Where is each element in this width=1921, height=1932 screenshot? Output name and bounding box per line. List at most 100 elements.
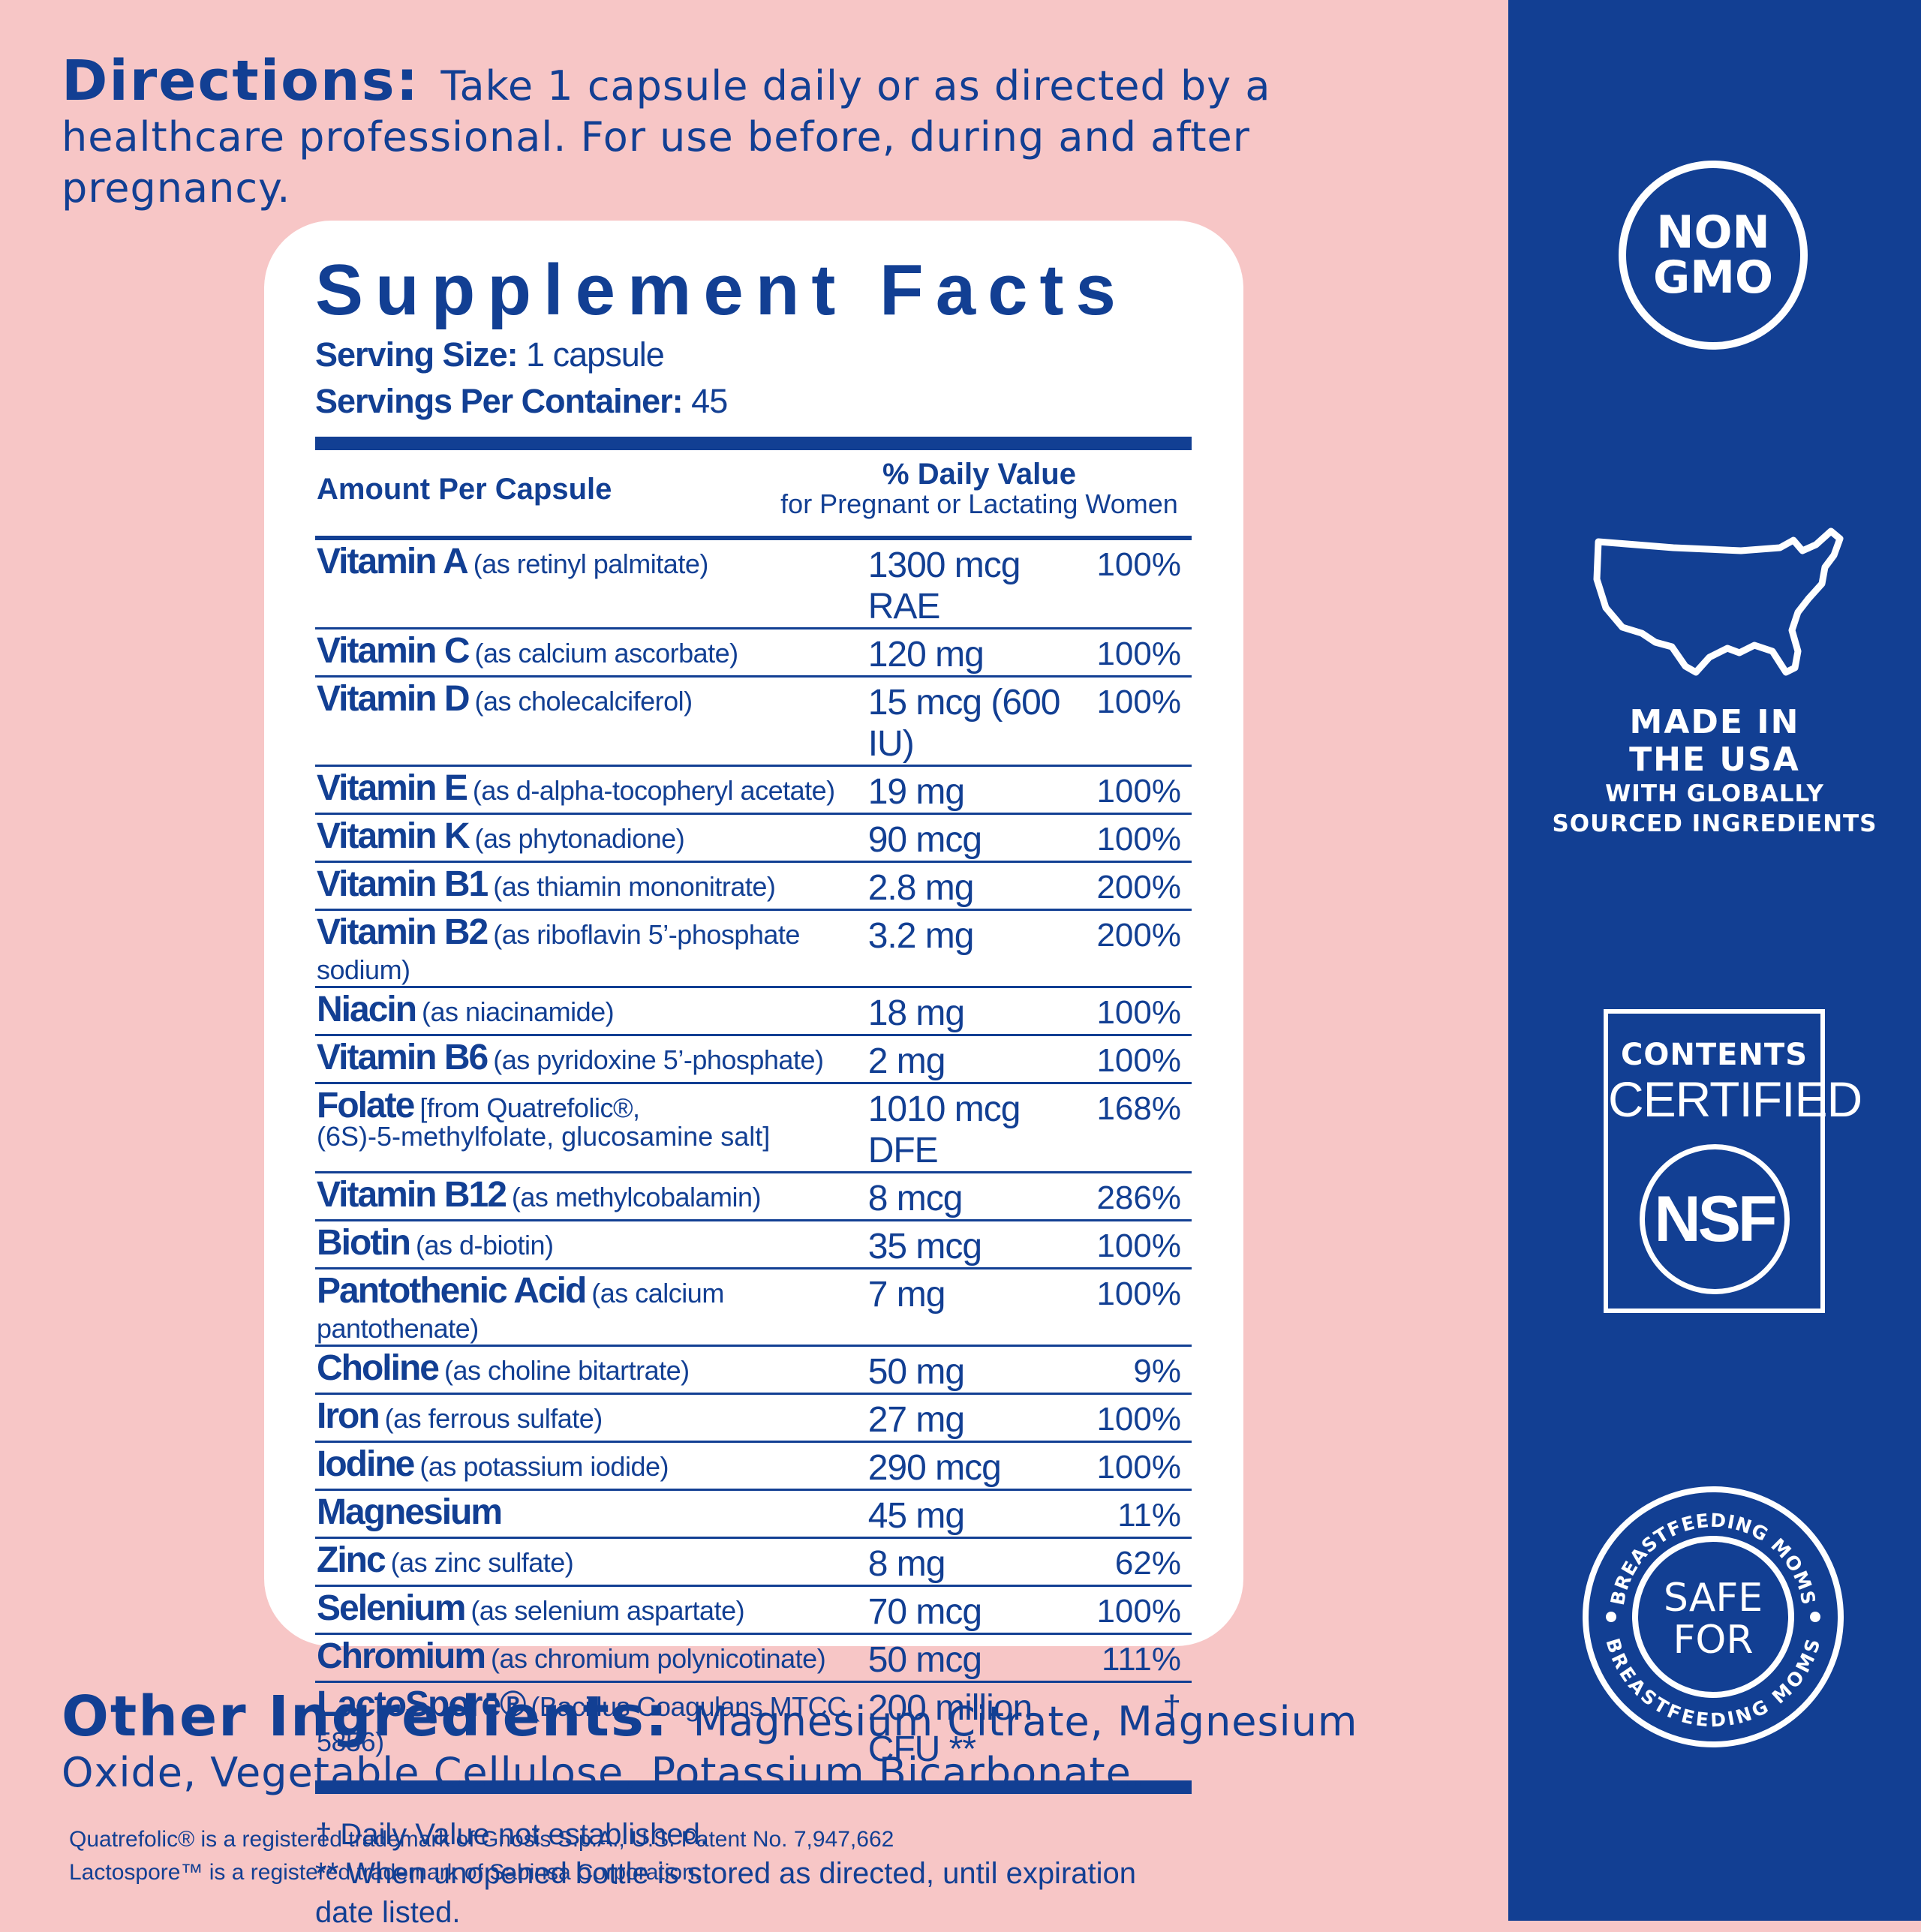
bf-center-line1: SAFE [1664, 1576, 1763, 1621]
other-ingredients-text: Magnesium Citrate, Magnesium Oxide, Vege… [62, 1698, 1358, 1796]
nutrient-daily-value: 168% [1093, 1083, 1192, 1173]
nutrient-source: (as zinc sulfate) [390, 1547, 574, 1578]
nutrient-row: Vitamin B6 (as pyridoxine 5’-phosphate) 2 … [315, 1035, 1192, 1084]
nutrient-source: (as calcium pantothenate) [317, 1278, 724, 1344]
nutrient-source: (as calcium ascorbate) [474, 638, 739, 669]
nutrient-source: (as methylcobalamin) [511, 1182, 762, 1212]
dv-header-title: % Daily Value [882, 458, 1076, 491]
nutrient-amount: 27 mg [867, 1393, 1093, 1443]
nutrient-daily-value: 100% [1093, 676, 1192, 767]
nutrient-daily-value: 11% [1093, 1489, 1192, 1539]
nutrient-name: Vitamin B2 [317, 912, 489, 952]
footnote-storage: ** When unopened bottle is stored as dir… [315, 1857, 1137, 1929]
dv-header-sub: for Pregnant or Lactating Women [780, 488, 1178, 519]
nutrient-row: LactoSpore® (Bacillus Coagulans MTCC 5856… [315, 1682, 1192, 1771]
nutrient-row: Magnesium 45 mg 11% [315, 1489, 1192, 1539]
servings-per-container: Servings Per Container: 45 [315, 378, 1156, 425]
nutrient-amount: 290 mcg [867, 1441, 1093, 1491]
nutrient-source: (as choline bitartrate) [444, 1355, 690, 1386]
nutrient-amount: 70 mcg [867, 1585, 1093, 1635]
nutrient-daily-value: 100% [1093, 765, 1192, 815]
nutrient-amount: 90 mcg [867, 813, 1093, 863]
nutrient-row: Vitamin E (as d-alpha-tocopheryl acetate)… [315, 765, 1192, 815]
servings-value: 45 [691, 382, 728, 420]
nutrient-source: (as d-biotin) [415, 1230, 554, 1260]
nutrient-name-cell: Magnesium [315, 1489, 868, 1539]
nutrient-daily-value: 100% [1093, 1268, 1192, 1347]
nutrient-row: Vitamin B2 (as riboflavin 5’-phosphate so… [315, 909, 1192, 988]
nutrient-amount: 1010 mcg DFE [867, 1083, 1093, 1173]
supplement-facts-card: Supplement Facts Serving Size: 1 capsule… [264, 221, 1243, 1929]
nutrient-row: Selenium (as selenium aspartate) 70 mcg 100… [315, 1585, 1192, 1635]
nutrient-row: Pantothenic Acid (as calcium pantothenate… [315, 1268, 1192, 1347]
nutrient-amount: 1300 mcg RAE [867, 540, 1093, 629]
daily-value-header: % Daily Value for Pregnant or Lactating … [769, 459, 1189, 519]
supplement-facts-panel: Supplement Facts Serving Size: 1 capsule… [315, 249, 1192, 1932]
nutrient-source: (as selenium aspartate) [470, 1595, 745, 1626]
nutrient-source-cont: (6S)-5-methylfolate, glucosamine salt] [317, 1121, 771, 1152]
nutrient-daily-value: 100% [1093, 1393, 1192, 1443]
made-in-line1: MADE IN [1629, 703, 1800, 741]
nutrient-row: Biotin (as d-biotin) 35 mcg 100% [315, 1220, 1192, 1269]
nutrient-amount: 8 mcg [867, 1172, 1093, 1221]
nutrient-daily-value: 200% [1093, 861, 1192, 911]
supplement-facts-title: Supplement Facts [315, 250, 1128, 330]
nsf-contents: CONTENTS [1620, 1038, 1808, 1072]
nutrient-amount: 2 mg [867, 1035, 1093, 1084]
nutrient-name: Magnesium [317, 1492, 503, 1532]
nsf-logo: NSF [1639, 1144, 1790, 1294]
bf-center-line2: FOR [1673, 1618, 1754, 1663]
nutrient-row: Niacin (as niacinamide) 18 mg 100% [315, 987, 1192, 1036]
nutrient-name-cell: LactoSpore® (Bacillus Coagulans MTCC 5856… [315, 1682, 868, 1771]
nutrient-name: Vitamin K [317, 816, 470, 856]
made-in-usa-badge: MADE IN THE USA WITH GLOBALLY SOURCED IN… [1538, 704, 1891, 839]
nutrient-name-cell: Selenium (as selenium aspartate) [315, 1585, 868, 1635]
nutrient-name: LactoSpore® [317, 1684, 526, 1724]
nutrient-name: Vitamin B1 [317, 864, 489, 904]
nutrient-name-cell: Zinc (as zinc sulfate) [315, 1537, 868, 1587]
nutrient-source: (as cholecalciferol) [474, 686, 693, 717]
nutrient-amount: 19 mg [867, 765, 1093, 815]
table-header: Amount Per Capsule % Daily Value for Pre… [315, 450, 1192, 536]
nutrient-name-cell: Choline (as choline bitartrate) [315, 1345, 868, 1395]
header-divider [315, 536, 1192, 540]
nutrient-name-cell: Iodine (as potassium iodide) [315, 1441, 868, 1491]
other-ingredients-label: Other Ingredients: [62, 1684, 669, 1749]
nutrient-source: (as chromium polynicotinate) [491, 1643, 826, 1674]
nutrient-name-cell: Vitamin B2 (as riboflavin 5’-phosphate so… [315, 909, 868, 988]
nutrient-source: (as retinyl palmitate) [473, 548, 709, 579]
nutrient-source: (as potassium iodide) [419, 1451, 669, 1482]
nutrient-source: (as ferrous sulfate) [384, 1403, 603, 1434]
nutrient-name-cell: Folate [from Quatrefolic®, (6S)-5-methylfo… [315, 1083, 868, 1173]
thick-divider-bottom [315, 1780, 1192, 1794]
nutrient-daily-value: 100% [1093, 1441, 1192, 1491]
nutrient-daily-value: 100% [1093, 813, 1192, 863]
nutrient-amount: 50 mg [867, 1345, 1093, 1395]
nutrient-name: Vitamin D [317, 679, 470, 719]
nsf-certified-badge: CONTENTS CERTIFIED NSF [1604, 1009, 1862, 1313]
serving-size: Serving Size: 1 capsule [315, 332, 1156, 378]
usa-map-icon [1593, 527, 1844, 676]
nutrient-row: Choline (as choline bitartrate) 50 mg 9% [315, 1345, 1192, 1395]
nutrient-daily-value: 286% [1093, 1172, 1192, 1221]
nutrient-daily-value: 111% [1093, 1633, 1192, 1683]
other-ingredients: Other Ingredients: Magnesium Citrate, Ma… [62, 1689, 1472, 1798]
nutrient-table: Vitamin A (as retinyl palmitate) 1300 mcg … [315, 540, 1192, 1770]
serving-size-label: Serving Size: [315, 335, 519, 374]
nutrient-name-cell: Pantothenic Acid (as calcium pantothenate… [315, 1268, 868, 1347]
nutrient-name-cell: Vitamin C (as calcium ascorbate) [315, 628, 868, 678]
non-gmo-badge: NON GMO [1619, 161, 1808, 350]
nutrient-name-cell: Niacin (as niacinamide) [315, 987, 868, 1036]
thick-divider [315, 437, 1192, 450]
nutrient-row: Folate [from Quatrefolic®, (6S)-5-methylfo… [315, 1083, 1192, 1173]
footnote-dagger: † Daily Value not established. [315, 1818, 709, 1851]
nutrient-row: Vitamin B1 (as thiamin mononitrate) 2.8 mg… [315, 861, 1192, 911]
servings-label: Servings Per Container: [315, 382, 684, 420]
nutrient-amount: 50 mcg [867, 1633, 1093, 1683]
nutrient-daily-value: 100% [1093, 1585, 1192, 1635]
nutrient-row: Vitamin A (as retinyl palmitate) 1300 mcg … [315, 540, 1192, 629]
nutrient-source: (Bacillus Coagulans MTCC 5856) [317, 1691, 846, 1757]
made-in-line2: THE USA [1629, 741, 1800, 779]
nutrient-name-cell: Vitamin B12 (as methylcobalamin) [315, 1172, 868, 1221]
nutrient-row: Chromium (as chromium polynicotinate) 50 m… [315, 1633, 1192, 1683]
